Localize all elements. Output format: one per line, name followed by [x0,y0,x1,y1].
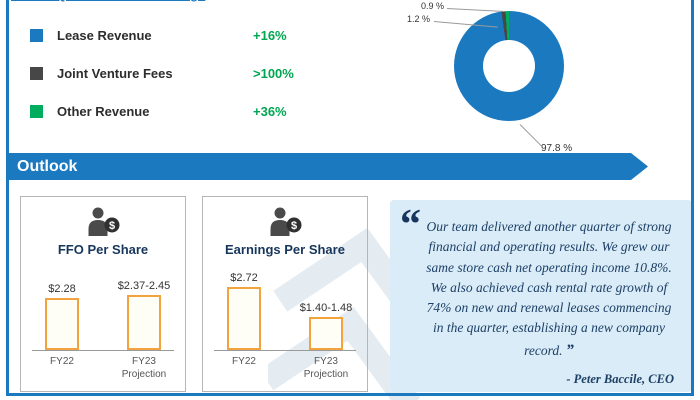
close-quote-mark: ” [565,341,574,359]
legend-swatch-lease [30,29,43,42]
earnings-per-share-card: $ Earnings Per Share $2.72 $1.40-1.48 FY… [202,196,368,392]
legend-item-joint-venture: Joint Venture Fees >100% [30,65,294,82]
open-quote-mark: “ [400,202,421,248]
cropped-heading-percent-change: Fourth Quarter Percent Change [11,0,205,2]
donut-leader-line [519,124,543,147]
bar-fy23-projection [309,317,343,350]
x-axis-labels: FY22 FY23 Projection [203,355,367,381]
legend-label: Other Revenue [57,104,150,119]
bar-value-label: $2.28 [48,283,76,295]
eps-bar-chart: $2.72 $1.40-1.48 [203,264,367,350]
bar-fy22 [45,298,79,350]
legend-label: Lease Revenue [57,28,152,43]
dollar-sign-glyph: $ [109,220,115,232]
legend-item-other: Other Revenue +36% [30,103,294,120]
bar-fy23-projection [127,295,161,350]
legend-label: Joint Venture Fees [57,66,173,81]
category-label: FY23 Projection [303,356,349,380]
quote-text: Our team delivered another quarter of st… [424,217,674,363]
legend-change-value: >100% [253,66,294,81]
category-label: FY22 [50,356,74,367]
legend-change-value: +36% [253,104,287,119]
legend-swatch-other [30,105,43,118]
cropped-heading-revenue: Revenue [449,0,499,3]
bar-value-label: $2.37-2.45 [117,280,171,292]
donut-label-joint-venture: 1.2 % [407,14,431,24]
legend-swatch-joint-venture [30,67,43,80]
donut-leader-line [446,8,505,13]
x-axis-labels: FY22 FY23 Projection [21,355,185,381]
donut-label-other-revenue: 0.9 % [421,1,445,11]
x-axis-line [32,350,174,351]
outlook-banner: Outlook [7,153,648,180]
bar-fy22 [227,287,261,350]
legend-change-value: +16% [253,28,287,43]
bar-column: $2.28 [33,283,91,350]
quote-body: Our team delivered another quarter of st… [426,219,672,358]
quote-attribution: - Peter Baccile, CEO [566,371,674,386]
category-label: FY23 Projection [121,356,167,380]
legend-item-lease: Lease Revenue +16% [30,27,294,44]
bar-value-label: $1.40-1.48 [299,302,353,314]
person-dollar-icon: $ [88,207,120,236]
revenue-legend: Lease Revenue +16% Joint Venture Fees >1… [30,27,294,141]
person-dollar-icon: $ [270,207,302,236]
ffo-bar-chart: $2.28 $2.37-2.45 [21,264,185,350]
card-title-ffo: FFO Per Share [57,242,149,257]
card-title-eps: Earnings Per Share [225,242,345,257]
category-label: FY22 [232,356,256,367]
donut-label-lease-revenue: 97.8 % [541,143,573,154]
ffo-per-share-card: $ FFO Per Share $2.28 $2.37-2.45 FY22 FY… [20,196,186,392]
bar-column: $2.37-2.45 [115,280,173,350]
bar-value-label: $2.72 [230,272,258,284]
ceo-quote-box: “ Our team delivered another quarter of … [390,200,692,392]
donut-hole [483,40,535,92]
bar-column: $1.40-1.48 [297,302,355,350]
x-axis-line [214,350,356,351]
bar-column: $2.72 [215,272,273,350]
outlook-banner-label: Outlook [17,158,78,175]
dollar-sign-glyph: $ [291,220,297,232]
